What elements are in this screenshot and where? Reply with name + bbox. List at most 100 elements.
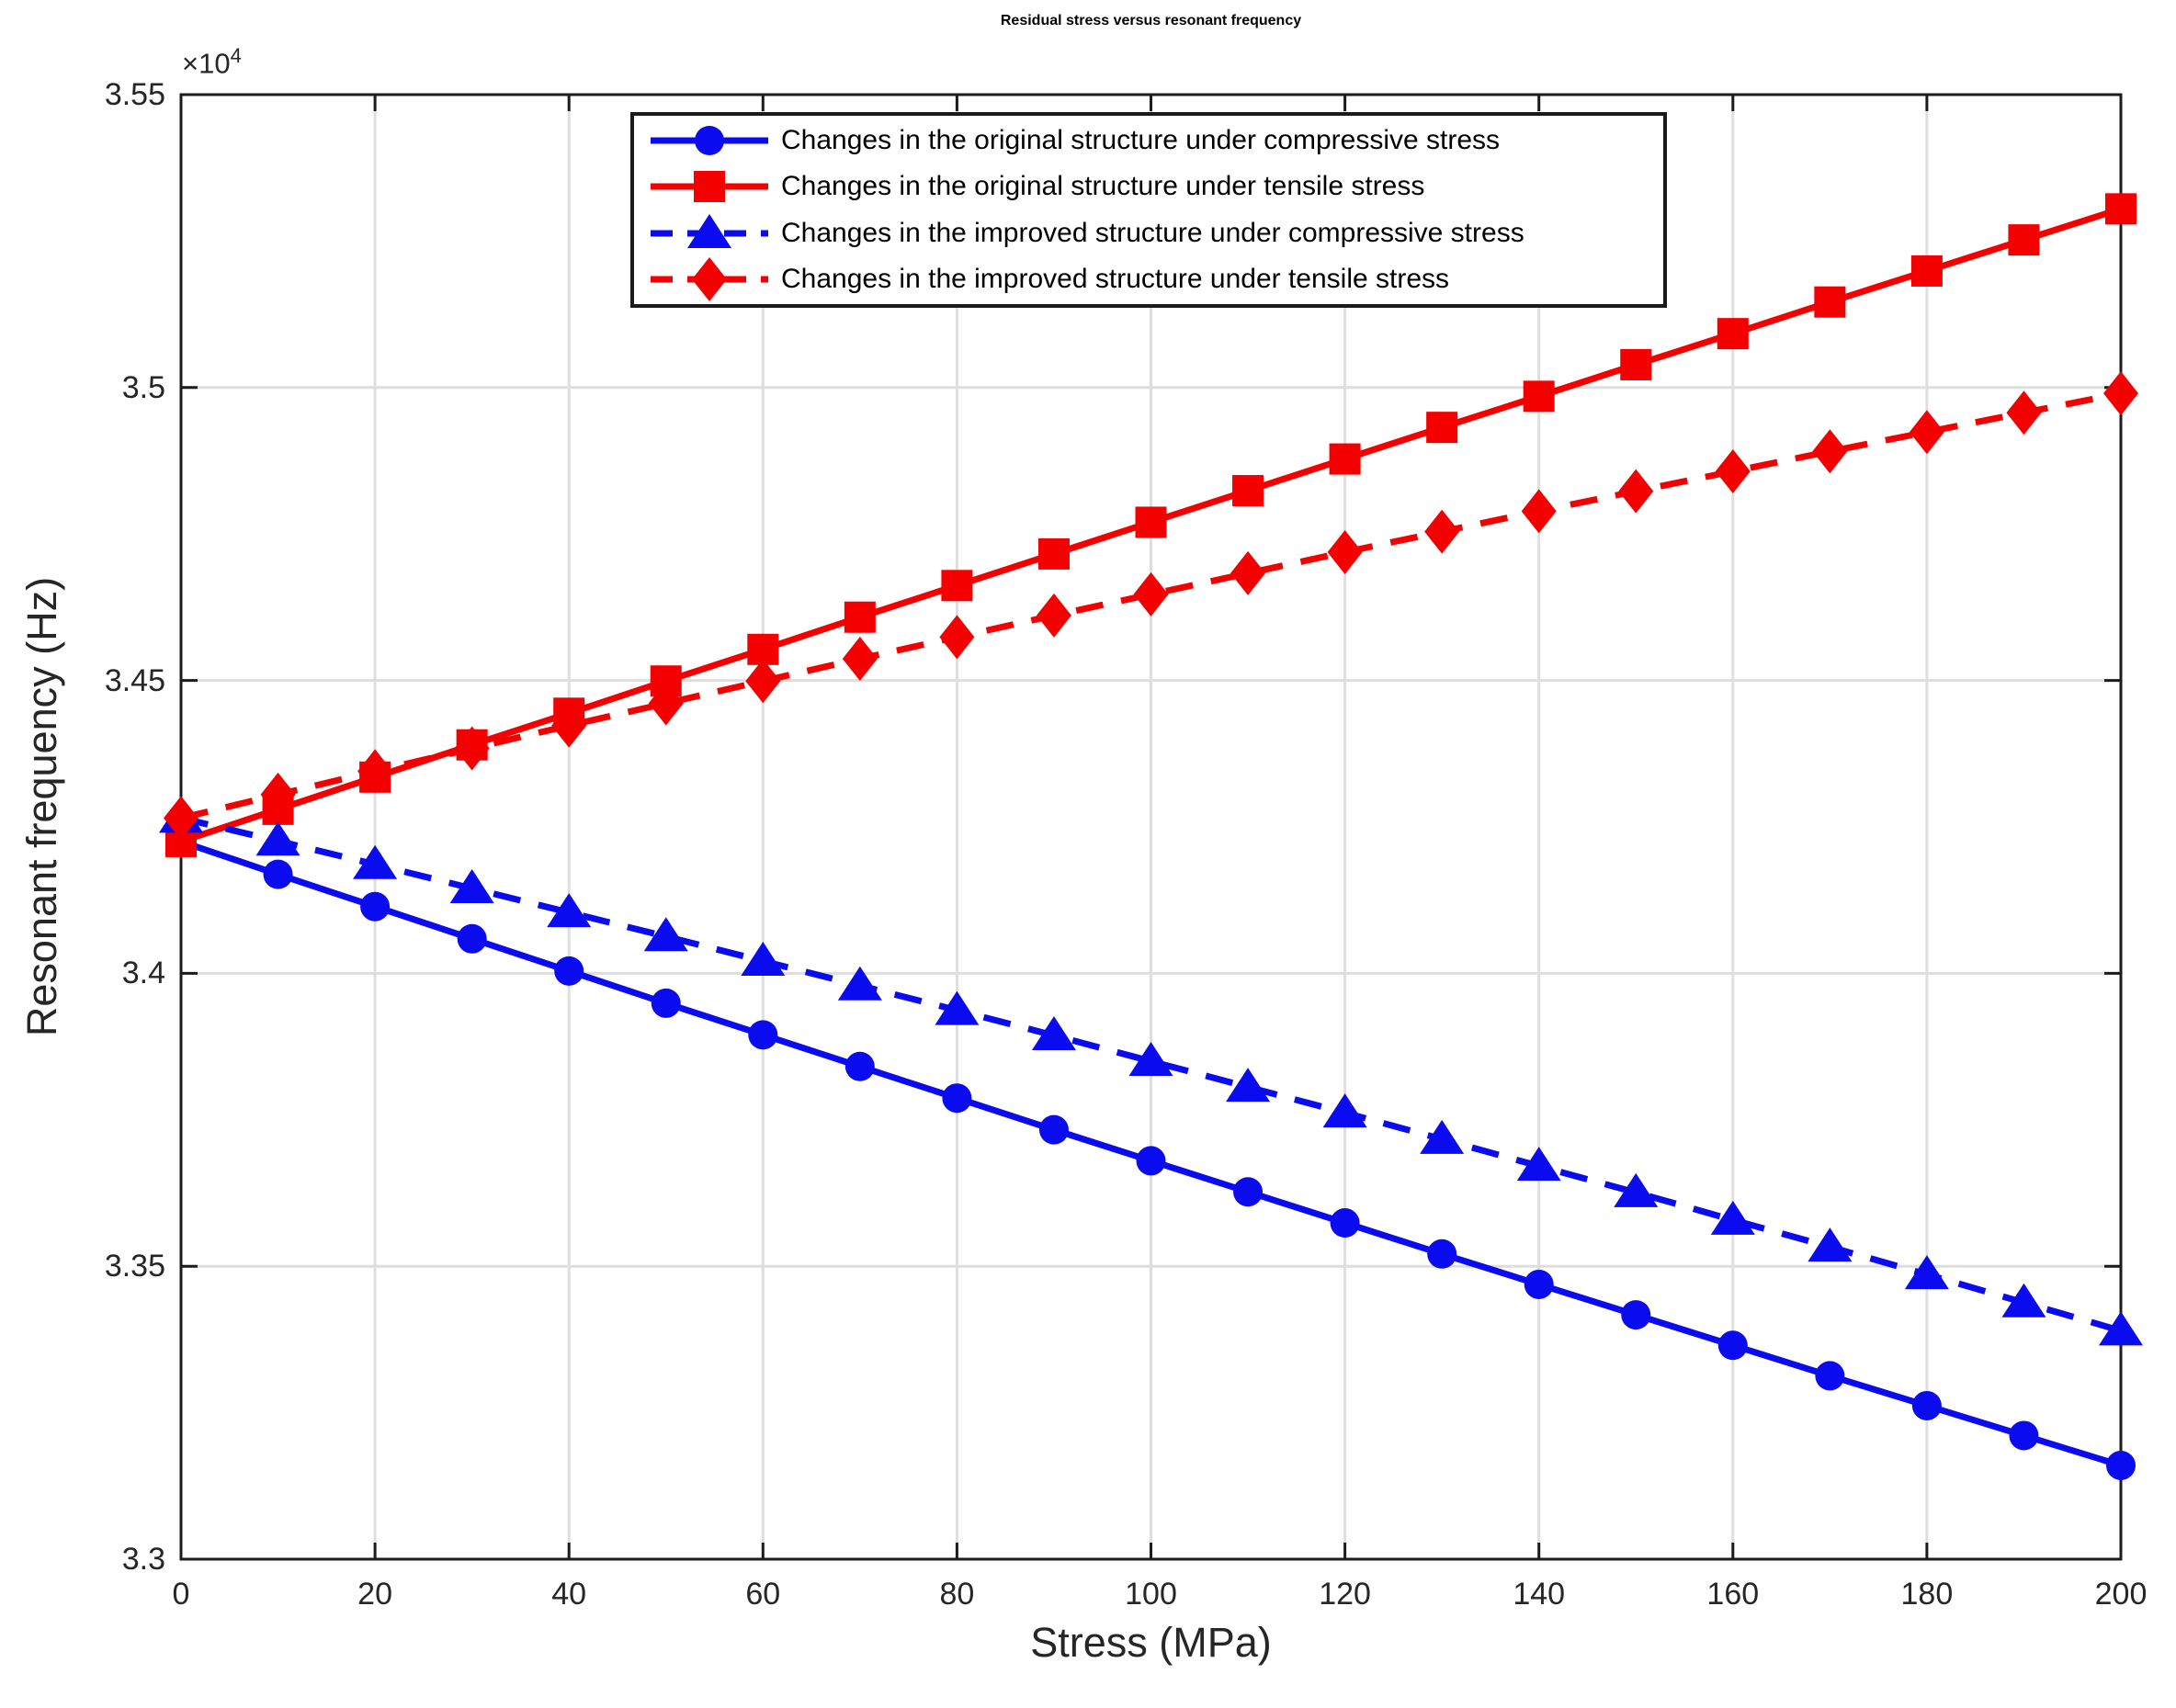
diamond-marker-improved-tensile-x190 bbox=[2006, 390, 2042, 435]
square-marker-original-tensile-x180 bbox=[1910, 255, 1943, 287]
triangle-marker-improved-compressive-x80 bbox=[935, 990, 980, 1025]
triangle-marker-improved-compressive-x140 bbox=[1516, 1147, 1561, 1182]
diamond-marker-improved-tensile-x50 bbox=[648, 681, 684, 726]
diamond-marker-improved-tensile-x70 bbox=[842, 637, 878, 682]
y-tick-label-3.45: 3.45 bbox=[104, 662, 165, 698]
square-marker-original-tensile-x190 bbox=[2008, 224, 2040, 256]
diamond-marker-improved-tensile-x30 bbox=[454, 726, 490, 771]
circle-marker-original-compressive-x30 bbox=[457, 923, 487, 954]
chart-title: Residual stress versus resonant frequenc… bbox=[1000, 13, 1302, 28]
triangle-marker-improved-compressive-x190 bbox=[2001, 1283, 2046, 1318]
triangle-marker-improved-compressive-x100 bbox=[1128, 1042, 1173, 1077]
circle-marker-original-compressive-x80 bbox=[942, 1083, 972, 1114]
diamond-marker-improved-tensile-x80 bbox=[939, 615, 975, 660]
legend-sample-diamond bbox=[651, 256, 768, 301]
triangle-marker-improved-compressive-x150 bbox=[1614, 1172, 1659, 1207]
square-marker-original-tensile-x170 bbox=[1814, 286, 1846, 318]
triangle-marker-improved-compressive-x200 bbox=[2099, 1311, 2143, 1346]
triangle-marker-improved-compressive-x70 bbox=[837, 966, 882, 1001]
diamond-marker-improved-tensile-x10 bbox=[260, 772, 296, 817]
triangle-marker-improved-compressive-x90 bbox=[1031, 1015, 1076, 1050]
series-original-tensile bbox=[165, 193, 2136, 857]
circle-marker-original-compressive-x20 bbox=[360, 891, 391, 922]
circle-marker-original-compressive-x60 bbox=[748, 1020, 778, 1050]
circle-marker-original-compressive-x150 bbox=[1621, 1300, 1651, 1330]
square-marker-original-tensile-x140 bbox=[1523, 380, 1555, 413]
x-tick-label-100: 100 bbox=[1125, 1577, 1177, 1612]
square-marker-original-tensile-x90 bbox=[1037, 537, 1070, 570]
legend: Changes in the original structure under … bbox=[630, 112, 1667, 308]
square-marker-original-tensile-x80 bbox=[941, 570, 973, 602]
legend-label-improved-compressive: Changes in the improved structure under … bbox=[781, 217, 1524, 248]
legend-item-original-tensile: Changes in the original structure under … bbox=[649, 164, 1663, 209]
square-marker-original-tensile-x120 bbox=[1329, 443, 1361, 475]
legend-marker-diamond bbox=[692, 256, 727, 301]
circle-marker-original-compressive-x10 bbox=[263, 859, 293, 889]
diamond-marker-improved-tensile-x20 bbox=[357, 749, 393, 794]
circle-marker-original-compressive-x160 bbox=[1717, 1330, 1748, 1361]
circle-marker-original-compressive-x190 bbox=[2009, 1420, 2039, 1451]
series-line-improved-compressive bbox=[180, 815, 2122, 1334]
circle-marker-original-compressive-x70 bbox=[844, 1051, 875, 1081]
diamond-marker-improved-tensile-x150 bbox=[1618, 469, 1654, 514]
y-tick-label-3.5: 3.5 bbox=[121, 369, 165, 405]
x-tick-label-120: 120 bbox=[1319, 1577, 1371, 1612]
square-marker-original-tensile-x100 bbox=[1135, 506, 1167, 538]
triangle-marker-improved-compressive-x40 bbox=[547, 893, 592, 928]
series-improved-tensile bbox=[164, 371, 2138, 841]
square-marker-original-tensile-x110 bbox=[1232, 475, 1264, 507]
y-axis-exponent-label: ×104 bbox=[182, 44, 242, 80]
diamond-marker-improved-tensile-x60 bbox=[745, 659, 781, 704]
circle-marker-original-compressive-x140 bbox=[1524, 1269, 1554, 1299]
y-axis-exponent-base: ×10 bbox=[182, 47, 231, 80]
diamond-marker-improved-tensile-x170 bbox=[1812, 429, 1848, 474]
triangle-marker-improved-compressive-x20 bbox=[353, 844, 398, 879]
x-tick-label-80: 80 bbox=[939, 1577, 975, 1612]
y-tick-label-3.35: 3.35 bbox=[104, 1249, 165, 1284]
x-axis-label: Stress (MPa) bbox=[1030, 1619, 1272, 1666]
legend-marker-triangle bbox=[687, 213, 731, 248]
triangle-marker-improved-compressive-x180 bbox=[1904, 1255, 1949, 1290]
triangle-marker-improved-compressive-x10 bbox=[255, 821, 300, 856]
circle-marker-original-compressive-x40 bbox=[554, 956, 584, 986]
triangle-marker-improved-compressive-x60 bbox=[741, 942, 786, 977]
triangle-marker-improved-compressive-x130 bbox=[1420, 1119, 1465, 1154]
series-improved-compressive bbox=[159, 798, 2143, 1346]
legend-label-original-compressive: Changes in the original structure under … bbox=[781, 125, 1501, 156]
x-tick-label-140: 140 bbox=[1513, 1577, 1566, 1612]
circle-marker-original-compressive-x90 bbox=[1038, 1114, 1069, 1145]
square-marker-original-tensile-x160 bbox=[1717, 318, 1749, 350]
diamond-marker-improved-tensile-x120 bbox=[1327, 529, 1363, 574]
square-marker-original-tensile-x150 bbox=[1620, 348, 1652, 380]
circle-marker-original-compressive-x50 bbox=[651, 988, 681, 1018]
y-axis-exponent-power: 4 bbox=[230, 44, 242, 67]
diamond-marker-improved-tensile-x90 bbox=[1036, 593, 1071, 638]
series-line-improved-tensile bbox=[180, 390, 2122, 821]
diamond-marker-improved-tensile-x160 bbox=[1715, 448, 1751, 493]
legend-label-original-tensile: Changes in the original structure under … bbox=[781, 171, 1425, 202]
diamond-marker-improved-tensile-x40 bbox=[551, 703, 587, 748]
triangle-marker-improved-compressive-x120 bbox=[1322, 1093, 1367, 1128]
x-tick-label-60: 60 bbox=[745, 1577, 781, 1612]
x-tick-label-200: 200 bbox=[2094, 1577, 2148, 1612]
square-marker-original-tensile-x200 bbox=[2105, 193, 2136, 225]
diamond-marker-improved-tensile-x200 bbox=[2103, 371, 2138, 416]
triangle-marker-improved-compressive-x160 bbox=[1710, 1200, 1755, 1235]
legend-marker-circle bbox=[695, 126, 724, 156]
square-marker-original-tensile-x70 bbox=[844, 601, 876, 633]
circle-marker-original-compressive-x120 bbox=[1330, 1208, 1360, 1239]
diamond-marker-improved-tensile-x0 bbox=[164, 796, 198, 841]
legend-label-improved-tensile: Changes in the improved structure under … bbox=[781, 263, 1450, 294]
triangle-marker-improved-compressive-x50 bbox=[643, 917, 688, 952]
legend-item-original-compressive: Changes in the original structure under … bbox=[649, 119, 1663, 163]
triangle-marker-improved-compressive-x30 bbox=[449, 868, 494, 903]
circle-marker-original-compressive-x110 bbox=[1233, 1177, 1264, 1207]
triangle-marker-improved-compressive-x110 bbox=[1226, 1068, 1271, 1103]
x-tick-label-40: 40 bbox=[551, 1577, 587, 1612]
x-tick-label-160: 160 bbox=[1706, 1577, 1760, 1612]
y-tick-label-3.4: 3.4 bbox=[121, 956, 165, 991]
square-marker-original-tensile-x130 bbox=[1426, 412, 1458, 444]
x-tick-label-20: 20 bbox=[357, 1577, 392, 1612]
